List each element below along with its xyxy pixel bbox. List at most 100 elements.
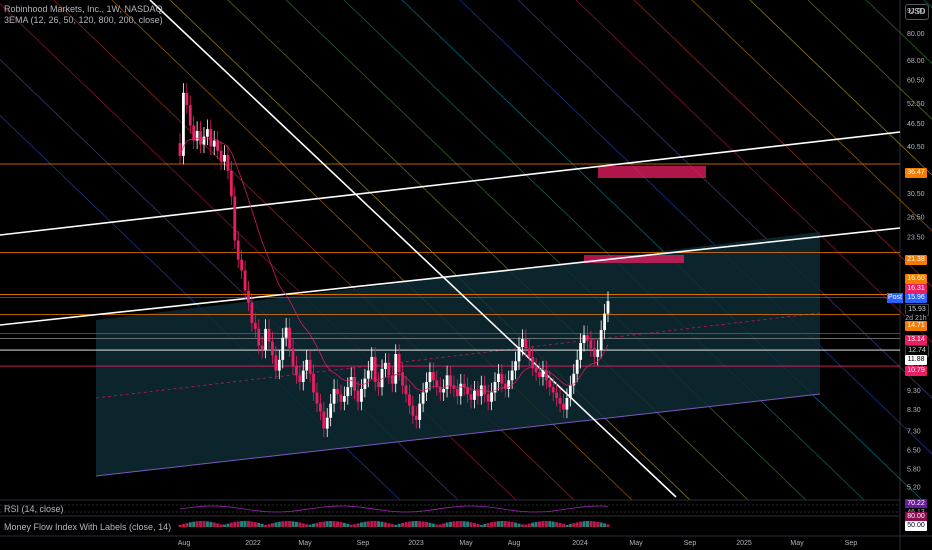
mfi-bar xyxy=(442,523,446,527)
mfi-label[interactable]: Money Flow Index With Labels (close, 14) xyxy=(4,522,172,532)
y-tick-label: 40.50 xyxy=(907,144,925,151)
mfi-bar xyxy=(476,524,480,527)
x-tick-label: May xyxy=(459,540,473,547)
mfi-bar xyxy=(185,523,189,527)
mfi-bar xyxy=(565,524,569,527)
candle-body xyxy=(579,342,583,360)
mfi-bar xyxy=(585,521,589,527)
candle-body xyxy=(558,397,562,404)
candle-body xyxy=(394,354,398,384)
rsi-label[interactable]: RSI (14, close) xyxy=(4,504,64,514)
mfi-bar xyxy=(267,524,271,527)
candle-body xyxy=(438,387,442,393)
candle-body xyxy=(298,375,302,383)
candle-body xyxy=(318,403,322,412)
candle-body xyxy=(421,392,425,404)
mfi-bar xyxy=(233,521,237,527)
mfi-bar xyxy=(596,521,600,527)
candle-body xyxy=(236,240,240,260)
y-tick-label: 8.30 xyxy=(907,407,921,414)
candle-body xyxy=(462,383,466,388)
candles-group xyxy=(178,83,610,438)
mfi-bar xyxy=(199,521,203,527)
candle-body xyxy=(390,375,394,384)
y-tick-label: 5.20 xyxy=(907,485,921,492)
mfi-bar xyxy=(202,521,206,527)
mfi-bar xyxy=(322,521,326,527)
mfi-bar xyxy=(298,522,302,527)
price-tag-12b: 11.88 xyxy=(905,355,927,365)
candle-body xyxy=(479,385,483,397)
y-tick-label: 6.50 xyxy=(907,448,921,455)
mfi-bar xyxy=(294,521,298,527)
mfi-bar xyxy=(462,521,466,527)
channel-fill xyxy=(96,232,820,476)
candle-body xyxy=(414,415,418,420)
candle-body xyxy=(408,394,411,406)
mfi-bar xyxy=(589,521,593,527)
mfi-bar xyxy=(274,522,278,527)
candle-body xyxy=(548,380,552,388)
mfi-bar xyxy=(445,522,449,527)
fan-line xyxy=(575,0,932,343)
y-tick-label: 30.50 xyxy=(907,191,925,198)
candle-body xyxy=(510,370,514,381)
mfi-bar xyxy=(226,523,230,527)
mfi-bar xyxy=(178,525,182,527)
candle-body xyxy=(592,348,596,357)
candle-body xyxy=(469,394,473,400)
candle-body xyxy=(301,370,305,383)
currency-button[interactable]: USD xyxy=(905,4,929,20)
candle-body xyxy=(250,302,254,323)
candle-body xyxy=(425,382,428,393)
candle-body xyxy=(562,403,565,410)
candle-body xyxy=(267,328,271,342)
mfi-bar xyxy=(493,521,497,527)
mfi-bar xyxy=(534,521,538,527)
mfi-bar xyxy=(579,521,583,527)
mfi-bar xyxy=(438,524,442,527)
candle-body xyxy=(551,387,555,393)
mfi-bar xyxy=(363,521,367,527)
ema-indicator-label[interactable]: 3EMA (12, 26, 50, 120, 800, 200, close) xyxy=(4,15,163,25)
candle-body xyxy=(514,361,517,371)
candle-body xyxy=(476,390,480,397)
mfi-bar xyxy=(250,521,254,527)
candle-body xyxy=(281,337,285,360)
mfi-bar xyxy=(253,522,257,527)
mfi-bar xyxy=(431,523,435,527)
mfi-value-tag-2: 50.00 xyxy=(905,521,927,531)
mfi-bar xyxy=(308,524,312,527)
candle-body xyxy=(188,105,192,126)
mfi-bar xyxy=(496,521,500,527)
candle-body xyxy=(473,390,476,400)
candle-body xyxy=(274,355,278,371)
candle-body xyxy=(315,392,319,404)
mfi-bar xyxy=(223,524,227,527)
mfi-bar xyxy=(387,523,391,527)
mfi-bar xyxy=(603,523,607,527)
candle-body xyxy=(346,387,350,397)
candle-body xyxy=(544,370,548,381)
fan-line xyxy=(401,0,923,501)
candle-body xyxy=(596,349,600,357)
mfi-bar xyxy=(397,523,401,527)
candle-body xyxy=(308,359,312,374)
candle-body xyxy=(442,388,446,393)
mfi-bar xyxy=(531,522,535,527)
mfi-bar xyxy=(212,522,216,527)
candle-body xyxy=(253,322,257,329)
candle-body xyxy=(192,125,196,141)
price-tag-16b: 16.31 xyxy=(905,284,927,294)
candle-body xyxy=(373,356,377,383)
mfi-bar xyxy=(459,521,463,527)
candle-body xyxy=(603,313,606,331)
mfi-bar xyxy=(414,521,418,527)
mfi-bar xyxy=(373,521,377,527)
x-tick-label: May xyxy=(790,540,804,547)
y-tick-label: 68.00 xyxy=(907,58,925,65)
x-tick-label: Sep xyxy=(357,540,370,547)
mfi-bar xyxy=(291,521,295,527)
fan-line xyxy=(807,0,932,120)
